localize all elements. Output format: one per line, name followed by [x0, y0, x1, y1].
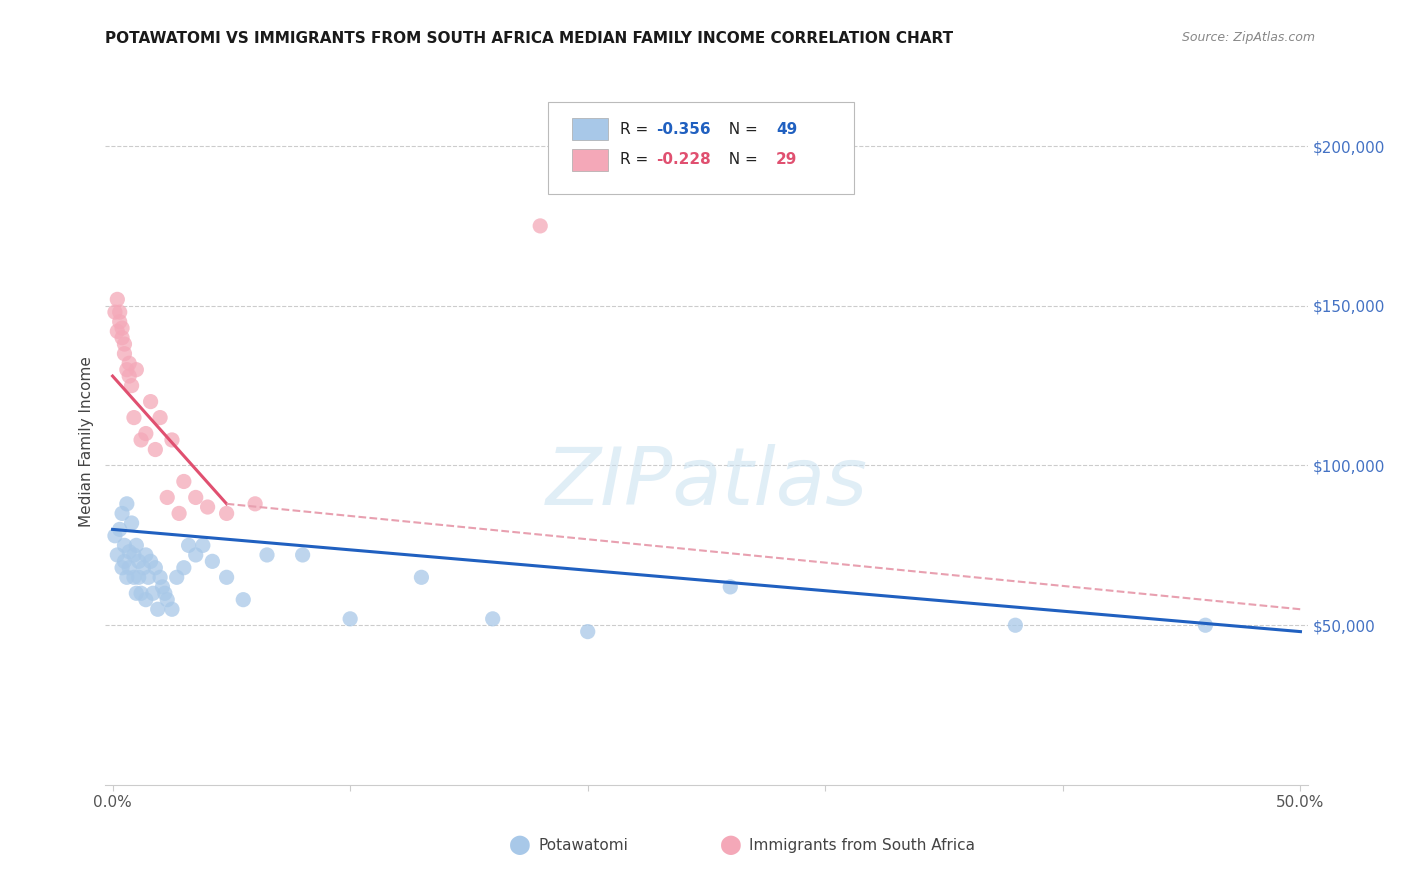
Point: [125, 362, 148, 376]
Point: [166, 570, 188, 584]
Point: [177, 538, 200, 552]
Point: [122, 548, 145, 562]
Point: [105, 548, 128, 562]
Point: [291, 548, 314, 562]
Point: [173, 560, 195, 574]
Point: [121, 378, 143, 392]
Point: [718, 580, 741, 594]
Text: Source: ZipAtlas.com: Source: ZipAtlas.com: [1181, 31, 1315, 45]
Point: [160, 433, 183, 447]
Point: [411, 570, 433, 584]
Text: R =: R =: [620, 153, 652, 168]
Point: [129, 586, 152, 600]
Text: ZIPatlas: ZIPatlas: [546, 443, 868, 522]
FancyBboxPatch shape: [572, 118, 607, 140]
Text: -0.228: -0.228: [657, 153, 711, 168]
Text: N =: N =: [718, 153, 762, 168]
Point: [173, 475, 195, 489]
Point: [149, 570, 172, 584]
Point: [135, 548, 157, 562]
Point: [156, 592, 179, 607]
Point: [191, 538, 214, 552]
Point: [111, 560, 134, 574]
Point: [114, 347, 136, 361]
Point: [143, 560, 166, 574]
Point: [115, 362, 138, 376]
Point: [184, 491, 207, 505]
Point: [243, 497, 266, 511]
Point: [215, 570, 238, 584]
Point: [111, 507, 134, 521]
Point: [114, 554, 136, 568]
Point: [108, 315, 131, 329]
Text: R =: R =: [620, 121, 652, 136]
Point: [114, 538, 136, 552]
Point: [184, 548, 207, 562]
Point: [125, 586, 148, 600]
Point: [129, 433, 152, 447]
Point: [201, 554, 224, 568]
Point: [114, 337, 136, 351]
Point: [152, 580, 174, 594]
Point: [118, 545, 141, 559]
Point: [149, 410, 172, 425]
Point: [121, 516, 143, 530]
Point: [118, 560, 141, 574]
Point: [111, 321, 134, 335]
Point: [108, 522, 131, 536]
Point: [115, 497, 138, 511]
Point: [108, 305, 131, 319]
Point: [142, 586, 165, 600]
Text: ⬤: ⬤: [720, 836, 742, 855]
Point: [1004, 618, 1026, 632]
Text: N =: N =: [718, 121, 762, 136]
FancyBboxPatch shape: [572, 149, 607, 171]
Point: [118, 356, 141, 370]
Point: [136, 570, 159, 584]
Point: [160, 602, 183, 616]
Point: [215, 507, 238, 521]
Point: [105, 293, 128, 307]
Point: [576, 624, 599, 639]
Point: [128, 554, 150, 568]
Point: [339, 612, 361, 626]
Text: -0.356: -0.356: [657, 121, 710, 136]
Point: [481, 612, 503, 626]
Point: [122, 410, 145, 425]
Point: [156, 491, 179, 505]
Y-axis label: Median Family Income: Median Family Income: [79, 356, 94, 527]
Point: [232, 592, 254, 607]
Point: [104, 305, 127, 319]
Text: 29: 29: [776, 153, 797, 168]
Point: [111, 331, 134, 345]
Point: [529, 219, 551, 233]
Point: [132, 560, 155, 574]
Text: Immigrants from South Africa: Immigrants from South Africa: [749, 838, 976, 853]
Text: POTAWATOMI VS IMMIGRANTS FROM SOUTH AFRICA MEDIAN FAMILY INCOME CORRELATION CHAR: POTAWATOMI VS IMMIGRANTS FROM SOUTH AFRI…: [105, 31, 953, 46]
Point: [122, 570, 145, 584]
Text: ⬤: ⬤: [509, 836, 531, 855]
Point: [1194, 618, 1216, 632]
FancyBboxPatch shape: [548, 102, 855, 194]
Point: [146, 602, 169, 616]
Point: [167, 507, 190, 521]
Point: [143, 442, 166, 457]
Point: [128, 570, 150, 584]
Point: [139, 394, 162, 409]
Point: [139, 554, 162, 568]
Point: [118, 369, 141, 384]
Point: [135, 426, 157, 441]
Point: [153, 586, 176, 600]
Point: [197, 500, 219, 514]
Point: [105, 324, 128, 338]
Text: Potawatomi: Potawatomi: [538, 838, 628, 853]
Text: 49: 49: [776, 121, 797, 136]
Point: [256, 548, 278, 562]
Point: [125, 538, 148, 552]
Point: [115, 570, 138, 584]
Point: [104, 529, 127, 543]
Point: [135, 592, 157, 607]
